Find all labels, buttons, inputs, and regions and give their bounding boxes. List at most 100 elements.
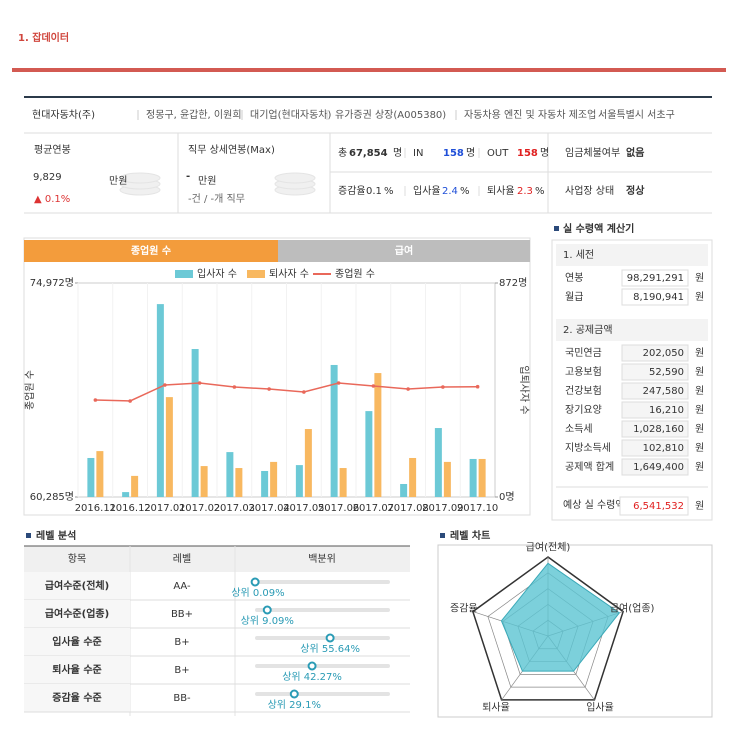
calc-unit: 원 bbox=[695, 366, 704, 378]
stat-label: 증감율 bbox=[338, 185, 366, 197]
calc-input bbox=[621, 458, 689, 476]
y2-tick-label: 872명 bbox=[499, 277, 527, 289]
stat-label: 총 bbox=[338, 147, 347, 159]
calc-label: 장기요양 bbox=[565, 404, 602, 416]
radar-axis-label: 입사율 bbox=[586, 701, 614, 714]
bar bbox=[156, 304, 164, 497]
stat-value: 없음 bbox=[626, 146, 644, 159]
page-title: 1. 잡데이터 bbox=[18, 31, 69, 44]
tab-label: 종업원 수 bbox=[131, 244, 171, 257]
percentile-label: 상위 0.09% bbox=[231, 586, 284, 599]
calc-value: 52,590 bbox=[649, 367, 684, 378]
calc-label: 연봉 bbox=[565, 272, 583, 284]
stat-unit: % bbox=[535, 186, 545, 197]
x-tick-label: 2017.08 bbox=[387, 503, 428, 514]
calc-label: 공제액 합계 bbox=[565, 461, 614, 473]
x-tick-label: 2017.05 bbox=[283, 503, 324, 514]
y-tick-label: 60,285명 bbox=[30, 491, 74, 503]
bar bbox=[87, 457, 95, 497]
y2-tick-label: 0명 bbox=[499, 491, 515, 503]
calc-unit: 원 bbox=[695, 423, 704, 435]
bullet bbox=[554, 226, 559, 231]
line-point bbox=[475, 384, 480, 389]
net-value: 6,541,532 bbox=[633, 501, 684, 512]
bar bbox=[235, 468, 243, 497]
section-header bbox=[556, 244, 708, 266]
line-point bbox=[302, 390, 306, 394]
calc-unit: 원 bbox=[695, 291, 704, 303]
calc-input bbox=[621, 401, 689, 419]
table-header-cell: 항목 bbox=[68, 553, 86, 565]
coin-icon bbox=[274, 172, 316, 184]
stat-unit: 만원 bbox=[109, 175, 127, 187]
stat-unit: 만원 bbox=[198, 175, 216, 187]
company-info: 서울특별시 서초구 bbox=[598, 109, 675, 121]
y2-axis-title: 입퇴사자 수 bbox=[518, 365, 531, 414]
radar-area bbox=[500, 562, 621, 672]
calc-input bbox=[619, 496, 689, 516]
stat-label: 직무 상세연봉(Max) bbox=[188, 144, 275, 156]
calc-input bbox=[621, 439, 689, 457]
calc-unit: 원 bbox=[695, 442, 704, 454]
stat-label: 평균연봉 bbox=[34, 144, 71, 156]
x-tick-label: 2017.04 bbox=[248, 503, 289, 514]
calc-value: 98,291,291 bbox=[627, 273, 684, 284]
bar bbox=[191, 349, 199, 497]
stat-value: 2.3 bbox=[517, 186, 533, 197]
company-info: 대기업(현대자동차) bbox=[250, 108, 332, 121]
calc-unit: 원 bbox=[695, 272, 704, 284]
bar bbox=[374, 373, 382, 497]
bar bbox=[409, 457, 417, 497]
bar bbox=[96, 451, 104, 497]
line-point bbox=[371, 384, 376, 388]
section-header bbox=[556, 319, 708, 341]
row-label-bg bbox=[24, 600, 130, 628]
calc-label: 건강보험 bbox=[565, 385, 602, 397]
stat-unit: 명 bbox=[466, 147, 475, 159]
calc-input bbox=[621, 420, 689, 438]
bar bbox=[400, 483, 408, 497]
slider-track bbox=[255, 636, 390, 640]
bar bbox=[443, 461, 451, 497]
calc-value: 102,810 bbox=[643, 443, 684, 454]
y-axis-title: 종업원 수 bbox=[23, 370, 36, 410]
table-header bbox=[24, 546, 410, 572]
tab[interactable] bbox=[278, 240, 530, 262]
calc-unit: 원 bbox=[695, 347, 704, 359]
x-tick-label: 2016.11 bbox=[75, 503, 116, 514]
bar bbox=[469, 458, 477, 497]
calc-input bbox=[621, 344, 689, 362]
slider-knob bbox=[325, 633, 335, 643]
company-info: 정몽구, 윤갑한, 이원희 bbox=[146, 109, 242, 121]
legend-swatch bbox=[175, 270, 193, 278]
calc-frame bbox=[551, 239, 713, 521]
bar bbox=[330, 364, 338, 497]
legend-label: 종업원 수 bbox=[335, 267, 375, 280]
x-tick-label: 2017.06 bbox=[318, 503, 359, 514]
table-cell: BB- bbox=[173, 693, 191, 704]
legend-label: 퇴사자 수 bbox=[269, 268, 309, 280]
stat-unit: 명 bbox=[540, 147, 549, 159]
tab[interactable] bbox=[24, 240, 278, 262]
calc-unit: 원 bbox=[695, 500, 704, 512]
slider-track bbox=[255, 580, 390, 584]
calc-value: 202,050 bbox=[643, 348, 684, 359]
coin-icon bbox=[119, 172, 161, 184]
calc-value: 1,028,160 bbox=[633, 424, 684, 435]
percentile-label: 상위 42.27% bbox=[282, 670, 342, 683]
calc-unit: 원 bbox=[695, 461, 704, 473]
table-cell: 급여수준(업종) bbox=[45, 607, 109, 620]
calc-input bbox=[621, 288, 689, 306]
radar-axis-label: 퇴사율 bbox=[482, 702, 510, 714]
line-point bbox=[406, 387, 410, 391]
slider-track bbox=[255, 692, 390, 696]
percentile-label: 상위 29.1% bbox=[268, 698, 321, 711]
stat-unit: % bbox=[384, 186, 394, 197]
percentile-label: 상위 55.64% bbox=[300, 642, 360, 655]
table-header-cell: 레벨 bbox=[173, 553, 191, 565]
table-header-cell: 백분위 bbox=[308, 552, 336, 565]
table-cell: 퇴사율 수준 bbox=[52, 663, 101, 676]
calc-input bbox=[621, 382, 689, 400]
slider-knob bbox=[262, 605, 272, 615]
stat-label: IN bbox=[413, 148, 423, 159]
